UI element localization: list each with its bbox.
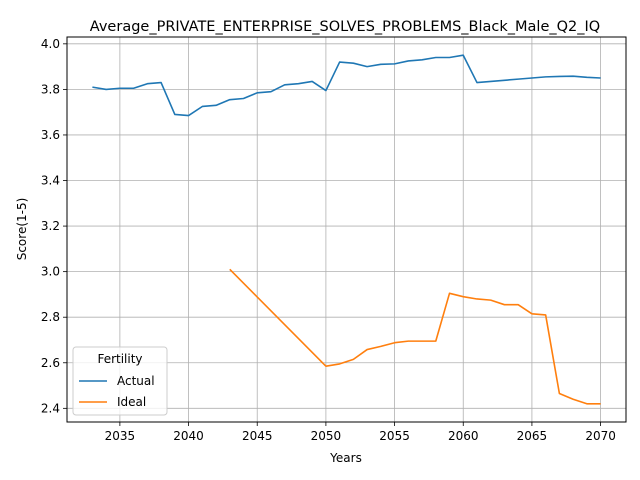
x-tick-label: 2065 — [517, 429, 548, 443]
legend-box — [72, 346, 168, 416]
y-axis-label: Score(1-5) — [15, 198, 29, 261]
x-axis-label: Years — [329, 451, 362, 465]
x-tick-label: 2055 — [379, 429, 410, 443]
x-tick-label: 2060 — [448, 429, 479, 443]
legend-title: Fertility — [97, 352, 142, 366]
y-tick-label: 2.6 — [41, 356, 60, 370]
y-tick-label: 2.4 — [41, 401, 60, 415]
x-tick-label: 2045 — [242, 429, 273, 443]
y-tick-label: 4.0 — [41, 37, 60, 51]
y-tick-label: 2.8 — [41, 310, 60, 324]
y-tick-label: 3.0 — [41, 265, 60, 279]
grid-lines — [67, 37, 626, 422]
y-tick-label: 3.8 — [41, 82, 60, 96]
x-tick-label: 2040 — [173, 429, 204, 443]
legend: Fertility Actual Ideal — [72, 346, 168, 416]
series-line-actual — [92, 54, 601, 117]
y-axis-ticks: 2.4 2.6 2.8 3.0 3.2 3.4 3.6 3.8 4.0 — [41, 37, 67, 415]
y-tick-label: 3.6 — [41, 128, 60, 142]
legend-label-ideal: Ideal — [117, 395, 146, 409]
y-tick-label: 3.2 — [41, 219, 60, 233]
x-axis-ticks: 2035 2040 2045 2050 2055 2060 2065 2070 — [105, 422, 616, 443]
legend-label-actual: Actual — [117, 374, 155, 388]
series-lines — [92, 54, 601, 405]
series-line-ideal — [229, 268, 601, 405]
plot-frame — [66, 36, 627, 423]
x-tick-label: 2035 — [105, 429, 136, 443]
y-tick-label: 3.4 — [41, 174, 60, 188]
chart-title: Average_PRIVATE_ENTERPRISE_SOLVES_PROBLE… — [90, 19, 600, 35]
x-tick-label: 2070 — [585, 429, 616, 443]
x-tick-label: 2050 — [311, 429, 342, 443]
